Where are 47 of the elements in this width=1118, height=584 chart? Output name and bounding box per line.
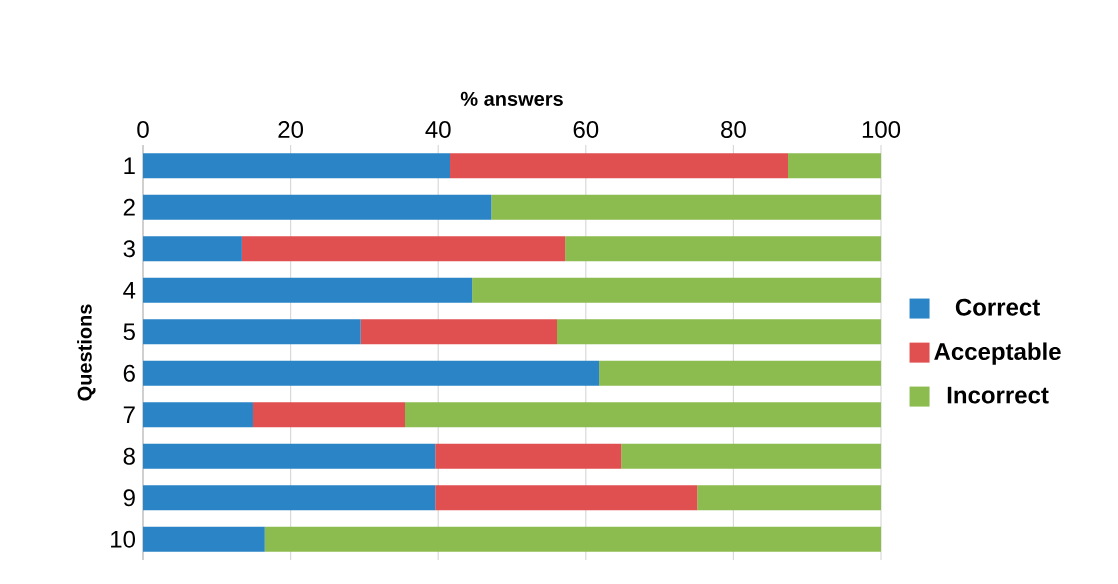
bar	[143, 443, 436, 469]
bar	[491, 194, 882, 220]
x-axis-title: % answers	[460, 91, 563, 106]
bar	[143, 402, 253, 428]
bar	[788, 153, 882, 179]
bar	[450, 153, 789, 179]
x-tick-label: 20	[278, 120, 304, 138]
legend-label: Incorrect	[947, 386, 1049, 404]
bar	[405, 402, 882, 428]
bar	[557, 319, 882, 345]
y-tick-label: 2	[123, 198, 135, 216]
y-tick-label: 1	[124, 157, 135, 174]
bar	[143, 277, 473, 303]
bar	[565, 236, 882, 262]
x-tick-label: 40	[425, 120, 451, 138]
bar	[360, 319, 558, 345]
x-tick-label: 80	[721, 120, 746, 138]
y-tick-label: 7	[123, 406, 135, 424]
bar	[621, 443, 882, 469]
bar	[697, 485, 882, 511]
y-tick-label: 9	[123, 489, 135, 507]
x-tick-label: 0	[137, 120, 149, 138]
y-tick-label: 5	[123, 323, 135, 341]
bar	[143, 526, 265, 552]
y-tick-label: 4	[123, 282, 136, 299]
x-tick-label: 60	[573, 120, 599, 138]
bar	[252, 402, 405, 428]
bar	[435, 443, 622, 469]
bar	[472, 277, 882, 303]
legend-label: Acceptable	[934, 342, 1061, 365]
bar	[143, 236, 242, 262]
y-tick-label: 8	[123, 447, 135, 465]
legend-label: Correct	[955, 298, 1040, 316]
y-tick-label: 10	[111, 530, 136, 548]
y-tick-label: 3	[123, 240, 135, 258]
bar	[435, 485, 698, 511]
bar	[143, 319, 361, 345]
bar	[143, 360, 600, 386]
x-tick-label: 100	[862, 120, 901, 138]
bar	[143, 485, 436, 511]
bar	[599, 360, 882, 386]
y-tick-label: 6	[123, 364, 135, 382]
bar	[143, 194, 492, 220]
y-axis-title: Questions	[77, 304, 96, 401]
bar	[241, 236, 566, 262]
bar	[264, 526, 882, 552]
bar	[143, 153, 451, 179]
